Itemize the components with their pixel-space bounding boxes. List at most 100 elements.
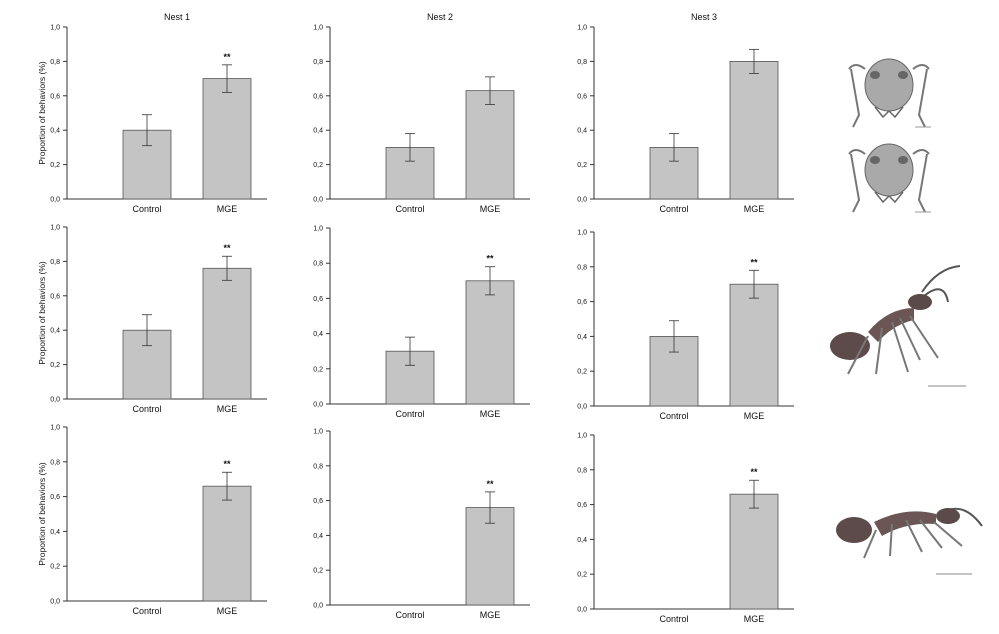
y-tick-label: 0,0 [577, 197, 587, 204]
y-tick-label: 1,0 [577, 433, 587, 440]
y-tick-label: 0,8 [577, 264, 587, 271]
y-tick-label: 0,0 [577, 404, 587, 411]
x-tick-label: MGE [744, 411, 765, 421]
bar [729, 61, 779, 200]
x-tick-label: Control [395, 409, 424, 419]
y-tick-label: 0,0 [313, 402, 323, 409]
x-tick-label: Control [132, 606, 161, 616]
y-tick-label: 1,0 [577, 230, 587, 237]
ant-head-illustration-icon [848, 143, 931, 213]
y-tick-label: 0,8 [50, 59, 60, 66]
y-tick-label: 0,6 [50, 93, 60, 100]
x-tick-label: Control [659, 204, 688, 214]
y-tick-label: 0,4 [577, 334, 587, 341]
y-tick-label: 0,8 [50, 459, 60, 466]
y-tick-label: 0,6 [577, 502, 587, 509]
x-tick-label: Control [659, 411, 688, 421]
chart-panel: 0,0 0,2 0,4 0,6 0,8 1,0 Control MGE Nest 3 [577, 12, 794, 214]
y-tick-label: 0,4 [577, 128, 587, 135]
y-tick-label: 0,2 [313, 568, 323, 575]
y-tick-label: 0,4 [50, 328, 60, 335]
chart-panel: 0,0 0,2 0,4 0,6 0,8 1,0 Control ** MGE [313, 226, 530, 419]
x-tick-label: MGE [480, 610, 501, 620]
ant-side-view-illustration-icon [836, 507, 983, 575]
y-tick-label: 0,6 [313, 498, 323, 505]
y-tick-label: 0,8 [577, 467, 587, 474]
chart-panel: 0,0 0,2 0,4 0,6 0,8 1,0 Control ** MGE [577, 230, 794, 421]
y-tick-label: 0,2 [50, 362, 60, 369]
x-tick-label: Control [132, 204, 161, 214]
y-tick-label: 1,0 [50, 225, 60, 232]
y-tick-label: 0,4 [313, 331, 323, 338]
y-tick-label: 0,2 [50, 162, 60, 169]
significance-label: ** [750, 257, 758, 267]
x-tick-label: MGE [217, 404, 238, 414]
significance-label: ** [750, 467, 758, 477]
chart-panel: 0,0 0,2 0,4 0,6 0,8 1,0 Control ** MGE Proportion… [37, 225, 267, 414]
y-tick-label: 0,0 [50, 397, 60, 404]
ant-head-illustration-icon [848, 58, 931, 128]
significance-label: ** [223, 52, 231, 62]
x-tick-label: Control [395, 204, 424, 214]
y-tick-label: 0,8 [313, 463, 323, 470]
y-tick-label: 1,0 [313, 226, 323, 233]
significance-label: ** [223, 243, 231, 253]
chart-panel: 0,0 0,2 0,4 0,6 0,8 1,0 Control ** MGE Proportion… [37, 425, 267, 616]
y-tick-label: 0,4 [50, 128, 60, 135]
x-tick-label: MGE [217, 606, 238, 616]
x-tick-label: Control [132, 404, 161, 414]
significance-label: ** [486, 479, 494, 489]
y-tick-label: 0,6 [313, 296, 323, 303]
chart-panel: 0,0 0,2 0,4 0,6 0,8 1,0 Control ** MGE Nest 1 Prop… [37, 12, 267, 214]
chart-panel: 0,0 0,2 0,4 0,6 0,8 1,0 Control ** MGE [313, 429, 530, 620]
ant-side-view-illustration-icon [830, 265, 966, 387]
y-tick-label: 0,6 [577, 93, 587, 100]
bar [202, 485, 252, 602]
chart-panel: 0,0 0,2 0,4 0,6 0,8 1,0 Control MGE Nest 2 [313, 12, 530, 214]
x-tick-label: MGE [217, 204, 238, 214]
significance-label: ** [486, 254, 494, 264]
y-tick-label: 0,0 [50, 197, 60, 204]
bar [465, 507, 515, 606]
y-tick-label: 0,8 [50, 259, 60, 266]
x-tick-label: Control [395, 610, 424, 620]
bar [729, 283, 779, 407]
y-tick-label: 0,0 [50, 599, 60, 606]
y-tick-label: 1,0 [577, 25, 587, 32]
bar [202, 267, 252, 400]
y-tick-label: 0,0 [313, 603, 323, 610]
y-axis-label: Proportion of behaviors (%) [37, 61, 47, 165]
y-tick-label: 0,0 [577, 607, 587, 614]
y-tick-label: 1,0 [313, 429, 323, 436]
chart-title: Nest 3 [691, 12, 717, 22]
y-tick-label: 0,6 [50, 494, 60, 501]
x-tick-label: MGE [480, 204, 501, 214]
y-tick-label: 0,8 [577, 59, 587, 66]
y-tick-label: 0,0 [313, 197, 323, 204]
y-tick-label: 0,4 [313, 533, 323, 540]
y-tick-label: 0,2 [50, 564, 60, 571]
chart-title: Nest 2 [427, 12, 453, 22]
y-tick-label: 0,4 [313, 128, 323, 135]
y-tick-label: 1,0 [50, 425, 60, 432]
y-tick-label: 0,8 [313, 261, 323, 268]
y-tick-label: 0,2 [577, 162, 587, 169]
y-tick-label: 0,6 [313, 93, 323, 100]
y-tick-label: 1,0 [313, 25, 323, 32]
x-tick-label: MGE [744, 204, 765, 214]
bar [465, 280, 515, 405]
y-tick-label: 0,8 [313, 59, 323, 66]
y-tick-label: 0,4 [50, 529, 60, 536]
bar [202, 78, 252, 200]
x-tick-label: MGE [480, 409, 501, 419]
chart-panel: 0,0 0,2 0,4 0,6 0,8 1,0 Control ** MGE [577, 433, 794, 624]
x-tick-label: Control [659, 614, 688, 624]
y-axis-label: Proportion of behaviors (%) [37, 261, 47, 365]
y-tick-label: 1,0 [50, 25, 60, 32]
y-tick-label: 0,6 [50, 293, 60, 300]
y-tick-label: 0,6 [577, 299, 587, 306]
y-axis-label: Proportion of behaviors (%) [37, 462, 47, 566]
significance-label: ** [223, 459, 231, 469]
y-tick-label: 0,4 [577, 537, 587, 544]
